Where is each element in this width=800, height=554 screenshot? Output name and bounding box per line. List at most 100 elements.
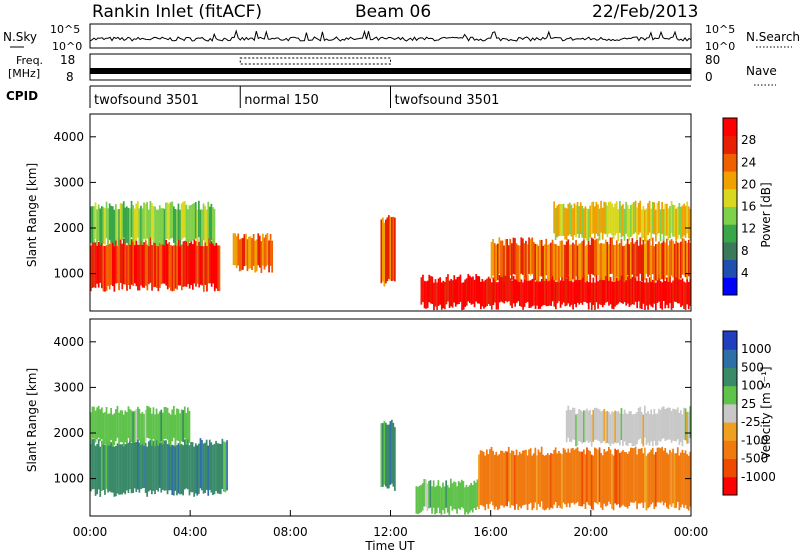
heatmap-cell bbox=[572, 208, 574, 241]
heatmap-cell bbox=[631, 276, 634, 305]
heatmap-cell bbox=[415, 486, 418, 514]
heatmap-cell bbox=[151, 413, 153, 446]
heatmap-cell bbox=[547, 244, 549, 282]
heatmap-cell bbox=[529, 448, 532, 503]
heatmap-cell bbox=[612, 281, 615, 310]
heatmap-cell bbox=[174, 414, 177, 447]
heatmap-cell bbox=[572, 407, 574, 440]
heatmap-cell bbox=[687, 411, 690, 444]
heatmap-cell bbox=[623, 208, 626, 241]
heatmap-cell bbox=[647, 240, 649, 277]
heatmap-cell bbox=[135, 409, 138, 442]
nave-label: Nave bbox=[746, 64, 777, 78]
heatmap-cell bbox=[496, 455, 499, 511]
heatmap-cell bbox=[96, 238, 99, 284]
heatmap-cell bbox=[464, 279, 467, 307]
heatmap-cell bbox=[97, 204, 100, 241]
velocity-colorbar-swatch bbox=[723, 440, 737, 460]
heatmap-cell bbox=[515, 449, 518, 505]
heatmap-cell bbox=[140, 439, 142, 490]
heatmap-cell bbox=[622, 414, 624, 446]
heatmap-cell bbox=[456, 277, 459, 305]
heatmap-cell bbox=[484, 279, 487, 308]
heatmap-cell bbox=[476, 479, 479, 507]
heatmap-cell bbox=[122, 201, 125, 238]
heatmap-cell bbox=[575, 279, 578, 308]
nave-tick-top: 80 bbox=[705, 53, 720, 67]
heatmap-cell bbox=[157, 413, 160, 446]
heatmap-cell bbox=[122, 442, 125, 493]
heatmap-cell bbox=[251, 238, 253, 270]
heatmap-cell bbox=[637, 245, 640, 283]
heatmap-cell bbox=[575, 448, 577, 504]
heatmap-cell bbox=[683, 238, 685, 276]
heatmap-cell bbox=[118, 209, 120, 246]
heatmap-cell bbox=[385, 422, 387, 487]
heatmap-cell bbox=[176, 408, 178, 441]
heatmap-cell bbox=[517, 455, 520, 510]
heatmap-cell bbox=[670, 452, 673, 507]
heatmap-cell bbox=[634, 241, 637, 279]
heatmap-cell bbox=[151, 203, 153, 240]
heatmap-cell bbox=[498, 275, 501, 303]
heatmap-cell bbox=[659, 280, 662, 309]
heatmap-cell bbox=[598, 208, 601, 241]
heatmap-cell bbox=[662, 238, 665, 276]
heatmap-cell bbox=[616, 277, 618, 305]
velocity-axes: 4000 3000 2000 1000 bbox=[53, 335, 691, 486]
heatmap-cell bbox=[530, 280, 532, 308]
heatmap-cell bbox=[110, 205, 113, 243]
heatmap-cell bbox=[122, 414, 125, 447]
heatmap-cell bbox=[644, 282, 646, 310]
velocity-colorbar-swatch bbox=[723, 331, 737, 350]
heatmap-cell bbox=[653, 202, 656, 235]
heatmap-cell bbox=[435, 485, 438, 513]
heatmap-cell bbox=[173, 245, 175, 291]
heatmap-cell bbox=[661, 446, 664, 502]
heatmap-cell bbox=[601, 243, 604, 281]
heatmap-cell bbox=[144, 409, 147, 442]
heatmap-cell bbox=[525, 275, 528, 303]
heatmap-cell bbox=[196, 238, 199, 284]
heatmap-cell bbox=[213, 245, 216, 292]
heatmap-cell bbox=[146, 244, 149, 291]
heatmap-cell bbox=[465, 278, 468, 306]
heatmap-cell bbox=[561, 454, 563, 509]
heatmap-cell bbox=[504, 451, 507, 506]
heatmap-cell bbox=[116, 405, 119, 438]
heatmap-cell bbox=[210, 203, 213, 241]
heatmap-cell bbox=[608, 201, 610, 234]
heatmap-cell bbox=[650, 245, 653, 282]
heatmap-cell bbox=[594, 447, 596, 503]
heatmap-cell bbox=[551, 273, 554, 302]
heatmap-cell bbox=[478, 276, 481, 304]
heatmap-cell bbox=[137, 406, 139, 439]
heatmap-cell bbox=[630, 205, 632, 237]
heatmap-cell bbox=[623, 409, 626, 442]
heatmap-cell bbox=[575, 414, 577, 447]
heatmap-cell bbox=[505, 273, 507, 302]
heatmap-cell bbox=[93, 206, 95, 243]
heatmap-cell bbox=[135, 240, 138, 287]
heatmap-cell bbox=[196, 445, 199, 496]
heatmap-cell bbox=[129, 243, 131, 290]
heatmap-cell bbox=[152, 206, 155, 243]
heatmap-cell bbox=[152, 241, 155, 288]
heatmap-cell bbox=[542, 277, 545, 306]
heatmap-cell bbox=[151, 444, 153, 495]
heatmap-cell bbox=[168, 412, 171, 445]
heatmap-cell bbox=[672, 408, 674, 441]
heatmap-cell bbox=[664, 281, 667, 309]
heatmap-cell bbox=[564, 449, 566, 505]
heatmap-cell bbox=[633, 414, 635, 446]
heatmap-cell bbox=[162, 439, 164, 490]
heatmap-cell bbox=[458, 276, 460, 304]
heatmap-cell bbox=[640, 209, 643, 242]
heatmap-cell bbox=[572, 282, 574, 310]
heatmap-cell bbox=[554, 244, 557, 281]
heatmap-cell bbox=[595, 274, 598, 303]
heatmap-cell bbox=[206, 245, 208, 292]
heatmap-cell bbox=[605, 275, 607, 303]
heatmap-cell bbox=[434, 486, 437, 515]
